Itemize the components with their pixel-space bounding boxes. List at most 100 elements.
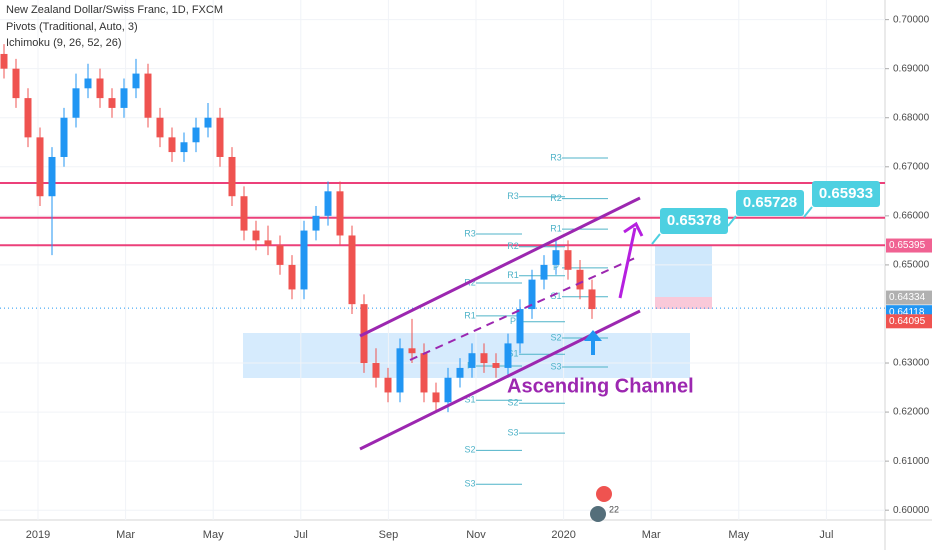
x-tick-label: Mar xyxy=(642,529,661,541)
annotation: Ascending Channel xyxy=(507,375,694,397)
price-label: 0.64334 xyxy=(889,292,926,303)
candle-body xyxy=(300,230,308,290)
candle-body xyxy=(60,117,68,157)
target-box xyxy=(812,181,880,207)
candle-body xyxy=(384,377,392,393)
x-tick-label: 2019 xyxy=(26,529,50,541)
candle-body xyxy=(552,250,560,265)
price-label-box xyxy=(886,314,932,329)
candle-body xyxy=(168,137,176,153)
price-label-box xyxy=(886,290,932,305)
pivot-label: S3 xyxy=(464,479,475,489)
candle-body xyxy=(456,367,464,378)
target-box xyxy=(655,245,712,297)
y-tick-label: 0.70000 xyxy=(893,14,930,25)
y-tick-label: 0.60000 xyxy=(893,505,930,516)
demand-zone xyxy=(243,333,690,378)
target-label: 0.65933 xyxy=(819,185,873,202)
stop-box xyxy=(655,297,712,309)
pivot-label: S2 xyxy=(507,398,518,408)
x-tick-label: Mar xyxy=(116,529,135,541)
candle-body xyxy=(240,196,248,231)
projection-arrow-head xyxy=(623,221,644,237)
pivot-label: S2 xyxy=(550,332,561,342)
event-label: 22 xyxy=(609,504,619,514)
candle-body xyxy=(564,250,572,270)
candle-body xyxy=(492,363,500,368)
target-label: 0.65378 xyxy=(667,212,721,229)
candle-body xyxy=(264,240,272,246)
price-label: 0.64095 xyxy=(889,316,926,327)
target-box xyxy=(736,190,804,216)
y-tick-label: 0.67000 xyxy=(893,161,930,172)
pivot-label: R3 xyxy=(507,191,519,201)
candle-body xyxy=(120,88,128,108)
candle-body xyxy=(36,137,44,197)
event-icon[interactable] xyxy=(590,506,606,522)
y-tick-label: 0.62000 xyxy=(893,407,930,418)
indicator: Pivots (Traditional, Auto, 3) xyxy=(6,21,138,33)
candle-body xyxy=(156,117,164,138)
candle-body xyxy=(480,353,488,364)
y-tick-label: 0.61000 xyxy=(893,456,930,467)
candle-body xyxy=(0,53,8,69)
candle-body xyxy=(216,117,224,157)
candle-body xyxy=(12,68,20,99)
pivot-label: S3 xyxy=(507,428,518,438)
pivot-label: S3 xyxy=(550,361,561,371)
price-label: 0.65395 xyxy=(889,240,926,251)
candle-body xyxy=(432,392,440,403)
x-tick-label: Jul xyxy=(294,529,308,541)
candle-body xyxy=(588,289,596,310)
y-tick-label: 0.66000 xyxy=(893,210,930,221)
candle-body xyxy=(540,264,548,280)
x-tick-label: May xyxy=(203,529,224,541)
candle-body xyxy=(96,78,104,99)
candle-body xyxy=(288,264,296,290)
candle-body xyxy=(324,191,332,216)
support-arrow-head xyxy=(584,330,602,341)
y-tick-label: 0.68000 xyxy=(893,112,930,123)
channel-upper xyxy=(359,196,641,338)
levels xyxy=(0,181,885,309)
pivot-label: P xyxy=(510,316,516,326)
indicator: Ichimoku (9, 26, 52, 26) xyxy=(6,37,122,49)
pivot-label: S2 xyxy=(464,445,475,455)
candle-body xyxy=(528,279,536,310)
candle-body xyxy=(468,353,476,368)
candle-body xyxy=(144,73,152,118)
y-tick-label: 0.65000 xyxy=(893,260,930,271)
candle-body xyxy=(348,235,356,305)
candle-body xyxy=(180,142,188,153)
candle-body xyxy=(204,117,212,128)
candle-body xyxy=(408,348,416,354)
callout-pointer xyxy=(651,233,661,245)
y-tick-label: 0.63000 xyxy=(893,358,930,369)
pivot-label: R2 xyxy=(550,193,562,203)
x-tick-label: May xyxy=(728,529,749,541)
x-tick-label: Jul xyxy=(819,529,833,541)
x-tick-label: Nov xyxy=(466,529,486,541)
candle-body xyxy=(228,156,236,197)
candle-body xyxy=(396,348,404,393)
candle-body xyxy=(312,215,320,231)
y-tick-label: 0.69000 xyxy=(893,63,930,74)
projection-arrow xyxy=(618,227,637,299)
x-tick-label: 2020 xyxy=(551,529,575,541)
candle-body xyxy=(84,78,92,89)
pivot-label: S1 xyxy=(464,395,475,405)
pivot-label: S1 xyxy=(507,349,518,359)
pivot-label: S1 xyxy=(550,291,561,301)
pivot-label: R1 xyxy=(464,310,476,320)
candle-body xyxy=(516,309,524,344)
candle-body xyxy=(444,377,452,403)
chart-title: New Zealand Dollar/Swiss Franc, 1D, FXCM xyxy=(6,4,223,16)
event-icon[interactable] xyxy=(596,486,612,502)
callout-pointer xyxy=(803,206,813,218)
axis: 0.70000 0.69000 0.68000 0.67000 0.66000 0.650… xyxy=(26,14,932,541)
candle-body xyxy=(276,245,284,265)
callout-pointer xyxy=(727,215,737,227)
